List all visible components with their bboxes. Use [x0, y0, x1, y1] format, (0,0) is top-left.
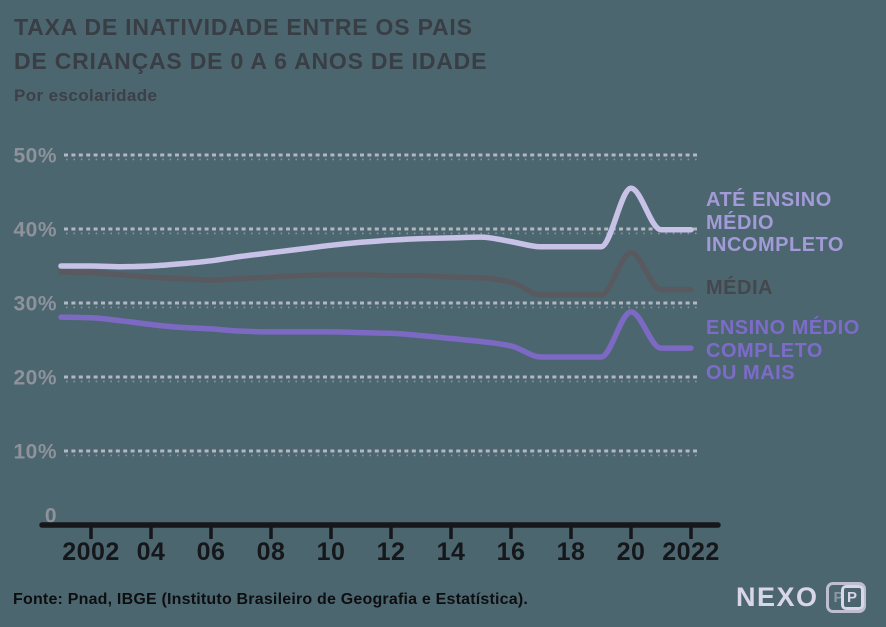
x-tick-label-2006: 06 — [197, 538, 226, 566]
series-line-1 — [58, 249, 694, 298]
x-tick-label-2018: 18 — [557, 538, 586, 566]
x-tick-label-2008: 08 — [257, 538, 286, 566]
y-tick-label-50: 50% — [13, 145, 57, 168]
x-tick-label-2022: 2022 — [662, 538, 720, 566]
chart-title-line2: DE CRIANÇAS DE 0 A 6 ANOS DE IDADE — [14, 48, 488, 74]
x-tick-label-2012: 12 — [377, 538, 406, 566]
y-tick-label-10: 10% — [13, 441, 57, 464]
series-line-0 — [58, 185, 694, 270]
y-tick-label-30: 30% — [13, 293, 57, 316]
nexo-logo: NEXO P P — [736, 580, 866, 614]
legend-ensino-medio-completo-ou-mais: ENSINO MÉDIO COMPLETO OU MAIS — [706, 317, 860, 384]
x-tick-label-2016: 16 — [497, 538, 526, 566]
chart-title: TAXA DE INATIVIDADE ENTRE OS PAIS DE CRI… — [14, 10, 487, 78]
chart-title-line1: TAXA DE INATIVIDADE ENTRE OS PAIS — [14, 14, 473, 40]
y-tick-label-20: 20% — [13, 367, 57, 390]
x-tick-label-2004: 04 — [137, 538, 166, 566]
pp-letter-faint: P — [833, 588, 844, 606]
nexo-logo-text: NEXO — [736, 581, 819, 612]
x-tick-label-2014: 14 — [437, 538, 466, 566]
pp-letter: P — [840, 584, 864, 610]
x-tick-label-2010: 10 — [317, 538, 346, 566]
nexo-pp-badge: P P — [825, 581, 866, 613]
x-tick-label-2020: 20 — [617, 538, 646, 566]
chart-subtitle: Por escolaridade — [14, 86, 158, 105]
series-line-2 — [58, 309, 694, 360]
legend-ate-ensino-medio-incompleto: ATÉ ENSINO MÉDIO INCOMPLETO — [706, 189, 844, 256]
y-tick-label-40: 40% — [13, 219, 57, 242]
legend-media: MÉDIA — [706, 277, 773, 299]
x-tick-label-2002: 2002 — [62, 538, 120, 566]
source-note: Fonte: Pnad, IBGE (Instituto Brasileiro … — [13, 591, 529, 608]
y-tick-label-0: 0 — [45, 505, 57, 528]
